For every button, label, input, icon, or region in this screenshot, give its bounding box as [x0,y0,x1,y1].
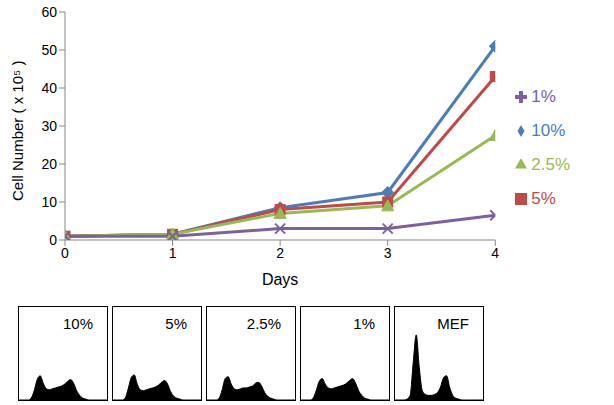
html-text:10%: 10% [531,120,566,140]
html-text:2.5%: 2.5% [246,315,281,332]
html-text:MEF: MEF [437,315,469,332]
html-text:1%: 1% [531,86,556,106]
html-text:2.5%: 2.5% [531,154,570,174]
html-text:10%: 10% [63,315,93,332]
svg-text:1: 1 [169,245,177,261]
svg-text:3: 3 [384,245,392,261]
svg-text:20: 20 [41,156,57,172]
svg-text:30: 30 [41,118,57,134]
svg-text:10: 10 [41,194,57,210]
svg-text:0: 0 [61,245,69,261]
svg-text:40: 40 [41,80,57,96]
html-text:5%: 5% [531,188,556,208]
svg-text:60: 60 [41,4,57,20]
html-text:1%: 1% [353,315,375,332]
svg-text:Days: Days [262,271,298,288]
svg-text:50: 50 [41,42,57,58]
html-text:5%: 5% [165,315,187,332]
svg-text:4: 4 [491,245,499,261]
svg-text:Cell Number ( x 10⁵ ): Cell Number ( x 10⁵ ) [9,61,26,201]
svg-text:0: 0 [49,232,57,248]
svg-text:2: 2 [276,245,284,261]
